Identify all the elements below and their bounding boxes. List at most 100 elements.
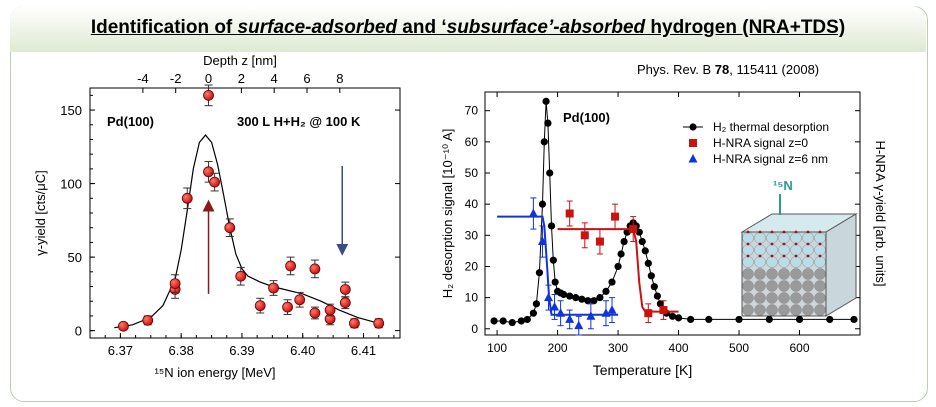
tds-point [608, 278, 616, 286]
tds-point [735, 315, 743, 324]
nra-point-triangle [601, 308, 611, 317]
x-tick-label: 200 [548, 341, 568, 355]
tds-point [596, 294, 604, 302]
crystal-atom [742, 280, 754, 292]
crystal-atom [778, 256, 790, 268]
y-axis-label: γ-yield [cts/μC] [33, 170, 48, 256]
reference-pages: , 115411 (2008) [729, 62, 820, 77]
crystal-atom [742, 244, 754, 256]
data-point [209, 176, 221, 188]
nra-point-triangle [550, 301, 560, 311]
y-tick-label: 60 [465, 135, 479, 149]
hydrogen-atom [746, 230, 750, 234]
y-tick-label: 0 [75, 324, 82, 339]
data-point [373, 317, 385, 329]
crystal-atom [766, 244, 778, 256]
top-tick-label: 6 [303, 71, 310, 86]
hydrogen-atom [818, 230, 822, 234]
tds-point [653, 292, 661, 300]
tds-point [540, 138, 548, 146]
crystal-atom [742, 268, 754, 280]
data-point [324, 304, 336, 316]
title-prefix: Identification of [90, 17, 238, 38]
data-point [339, 297, 351, 309]
crystal-atom [754, 268, 766, 280]
crystal-atom [814, 304, 826, 316]
hydrogen-atom [770, 254, 774, 258]
nra-point-triangle [544, 292, 554, 302]
crystal-atom [754, 280, 766, 292]
y-tick-label: 70 [465, 104, 479, 118]
hydrogen-atom [746, 254, 750, 258]
right-y-axis-label: H-NRA γ-yield [arb. units] [873, 141, 888, 287]
tds-point [532, 300, 541, 308]
crystal-atom [754, 304, 766, 316]
reference-volume: 78 [714, 62, 730, 77]
crystal-atom [778, 232, 790, 244]
crystal-atom [802, 256, 814, 268]
legend-label: H-NRA signal z=0 [713, 136, 808, 150]
hydrogen-atom [770, 230, 774, 234]
crystal-atom [790, 244, 802, 256]
tds-point [641, 247, 649, 255]
nra-fit-line [497, 215, 619, 316]
data-point [169, 278, 181, 289]
crystal-atom [778, 244, 790, 256]
tds-point [560, 290, 568, 299]
title-emphasis-1: surface-adsorbed [237, 17, 397, 38]
slide-title: Identification of surface-adsorbed and ‘… [0, 17, 936, 39]
crystal-atom [778, 280, 790, 292]
hydrogen-atom [806, 242, 810, 246]
data-point [254, 300, 266, 312]
data-point [224, 222, 236, 234]
x-axis-label: ¹⁵N ion energy [MeV] [155, 365, 276, 380]
hydrogen-atom [818, 242, 822, 246]
bottom-tick-label: 6.40 [290, 343, 315, 358]
nra-point-square [565, 209, 574, 218]
title-bar [10, 6, 926, 52]
sample-label: Pd(100) [563, 110, 610, 125]
y-axis-label: H₂ desorption signal [10⁻¹⁰ A] [440, 129, 455, 299]
tds-point [826, 315, 834, 324]
x-axis-label: Temperature [K] [593, 362, 693, 378]
data-point [294, 294, 306, 306]
y-tick-label: 0 [471, 322, 478, 336]
top-tick-label: 0 [205, 71, 212, 86]
tds-point [687, 315, 695, 324]
crystal-atom [754, 292, 766, 304]
nra-point-square [595, 237, 604, 246]
crystal-atom [802, 304, 814, 316]
data-point [309, 263, 321, 275]
tds-point [572, 294, 580, 302]
tds-point [508, 318, 516, 327]
crystal-atom [754, 232, 766, 244]
nra-point-square [644, 309, 653, 318]
hydrogen-atom [782, 242, 786, 246]
crystal-atom [790, 304, 802, 316]
tds-point [635, 228, 643, 236]
tds-point [551, 278, 559, 286]
bottom-tick-label: 6.39 [229, 343, 254, 358]
tds-point [668, 312, 677, 320]
title-middle: and ‘ [397, 17, 447, 38]
data-point [235, 270, 247, 282]
tds-point [499, 317, 507, 325]
tds-point [546, 169, 554, 177]
legend-label: H-NRA signal z=6 nm [713, 152, 828, 166]
tds-point [620, 237, 628, 246]
tds-point [578, 295, 586, 303]
crystal-ion-label: ¹⁵N [773, 178, 793, 193]
title-suffix: hydrogen (NRA+TDS) [645, 17, 846, 38]
tds-point [850, 315, 858, 324]
bottom-tick-label: 6.38 [169, 343, 194, 358]
crystal-atom [766, 268, 778, 280]
nra-point-square [629, 225, 638, 234]
tds-point [765, 315, 773, 324]
x-tick-label: 600 [790, 341, 810, 355]
crystal-side-face [825, 213, 857, 317]
tds-point [547, 222, 556, 230]
y-tick-label: 100 [60, 177, 82, 192]
x-tick-label: 500 [729, 341, 749, 355]
nra-point-triangle [537, 236, 547, 246]
